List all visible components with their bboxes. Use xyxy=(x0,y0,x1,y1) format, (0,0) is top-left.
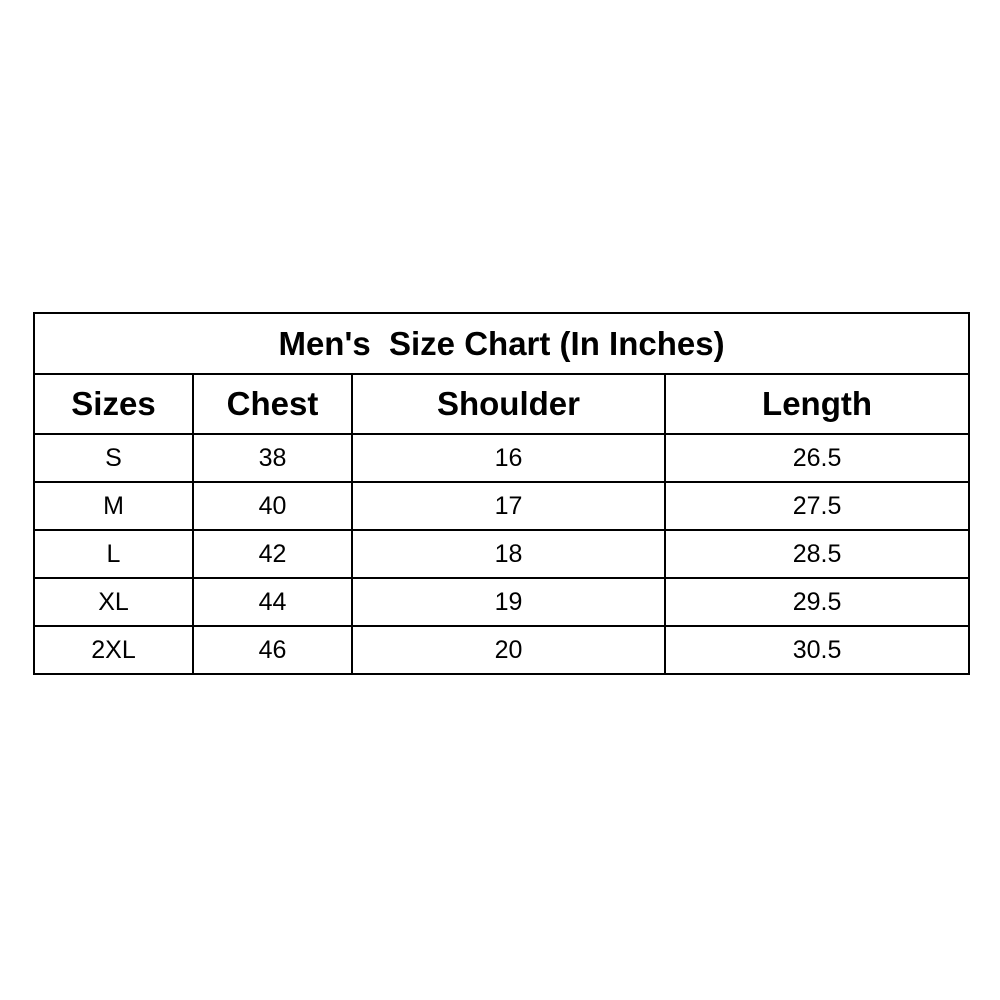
cell-shoulder: 16 xyxy=(351,433,666,483)
header-chest: Chest xyxy=(192,373,353,435)
cell-length: 26.5 xyxy=(663,433,971,483)
table-row: 2XL 46 20 30.5 xyxy=(33,625,971,675)
cell-length: 27.5 xyxy=(663,481,971,531)
header-length: Length xyxy=(663,373,971,435)
table-row: S 38 16 26.5 xyxy=(33,433,971,483)
cell-length: 29.5 xyxy=(663,577,971,627)
cell-chest: 42 xyxy=(192,529,353,579)
title-row: Men's Size Chart (In Inches) xyxy=(32,312,971,375)
cell-size: XL xyxy=(33,577,194,627)
cell-shoulder: 19 xyxy=(351,577,666,627)
size-chart-title: Men's Size Chart (In Inches) xyxy=(32,312,971,375)
table-row: XL 44 19 29.5 xyxy=(33,577,971,627)
size-chart-table: Men's Size Chart (In Inches) Sizes Chest… xyxy=(32,312,971,675)
cell-size: L xyxy=(33,529,194,579)
cell-size: 2XL xyxy=(33,625,194,675)
cell-chest: 44 xyxy=(192,577,353,627)
cell-size: M xyxy=(33,481,194,531)
header-sizes: Sizes xyxy=(33,373,194,435)
table-row: L 42 18 28.5 xyxy=(33,529,971,579)
cell-shoulder: 20 xyxy=(351,625,666,675)
cell-size: S xyxy=(33,433,194,483)
cell-length: 30.5 xyxy=(663,625,971,675)
header-shoulder: Shoulder xyxy=(351,373,666,435)
cell-chest: 40 xyxy=(192,481,353,531)
cell-shoulder: 17 xyxy=(351,481,666,531)
table-row: M 40 17 27.5 xyxy=(33,481,971,531)
cell-chest: 38 xyxy=(192,433,353,483)
header-row: Sizes Chest Shoulder Length xyxy=(33,373,971,435)
cell-shoulder: 18 xyxy=(351,529,666,579)
cell-chest: 46 xyxy=(192,625,353,675)
cell-length: 28.5 xyxy=(663,529,971,579)
